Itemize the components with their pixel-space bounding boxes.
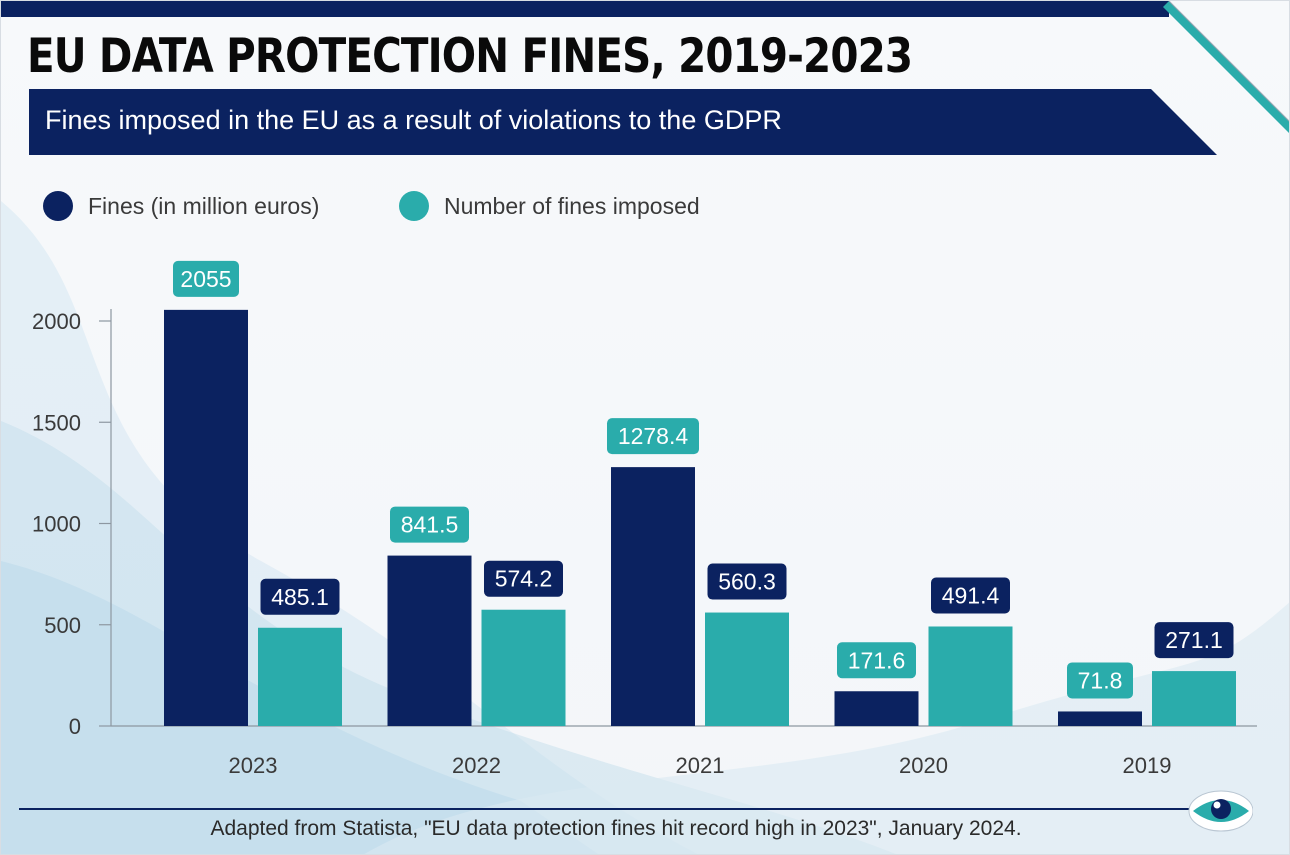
data-label: 841.5 [401,512,459,538]
data-label: 71.8 [1078,667,1123,693]
footer-divider [19,808,1189,810]
x-tick-label: 2021 [676,753,725,778]
bar-fines [164,309,248,726]
top-accent-bar [1,1,1169,17]
data-label: 574.2 [495,566,553,592]
y-tick-label: 1500 [32,410,81,435]
bar-count [928,626,1013,726]
bar-count [258,627,342,726]
data-label-badge [484,560,563,597]
data-label-badge [837,642,916,679]
x-tick-label: 2023 [229,753,278,778]
y-tick-label: 2000 [32,309,81,334]
y-tick-label: 500 [44,613,81,638]
data-label: 491.4 [942,582,1000,608]
corner-accent [1163,1,1289,133]
legend-swatch-navy [43,191,73,221]
x-tick-label: 2019 [1123,753,1172,778]
bar-count [705,612,789,726]
data-label: 1278.4 [618,423,689,449]
data-label-badge [707,563,787,600]
data-label-badge [1067,662,1133,699]
source-note: Adapted from Statista, "EU data protecti… [210,817,1022,840]
subtitle-banner [29,89,1217,155]
legend-label-number: Number of fines imposed [444,192,700,219]
data-label: 485.1 [271,584,329,610]
page-subtitle: Fines imposed in the EU as a result of v… [45,105,782,135]
y-tick-label: 0 [69,714,81,739]
bar-fines [387,555,472,726]
bar-count [481,609,566,726]
x-tick-label: 2022 [452,753,501,778]
data-label: 2055 [180,266,231,292]
data-label-badge [260,578,340,615]
legend-label-fines: Fines (in million euros) [88,192,320,219]
bar-fines [611,467,695,726]
data-label-badge [173,260,239,297]
data-label-badge [607,418,699,455]
data-label: 560.3 [718,569,776,595]
page-title: EU DATA PROTECTION FINES, 2019-2023 [27,29,913,84]
data-label: 271.1 [1165,627,1223,653]
legend-swatch-teal [399,191,429,221]
data-label-badge [1154,622,1234,659]
x-tick-label: 2020 [899,753,948,778]
data-label: 171.6 [848,647,906,673]
bar-fines [1058,711,1142,726]
data-label-badge [931,577,1010,614]
eye-icon [1188,790,1253,832]
legend-item-fines: Fines (in million euros) [43,191,319,221]
data-label-badge [390,506,469,543]
y-tick-label: 1000 [32,512,81,537]
bar-count [1152,671,1236,726]
legend-item-number: Number of fines imposed [399,191,700,221]
bar-fines [834,691,919,726]
